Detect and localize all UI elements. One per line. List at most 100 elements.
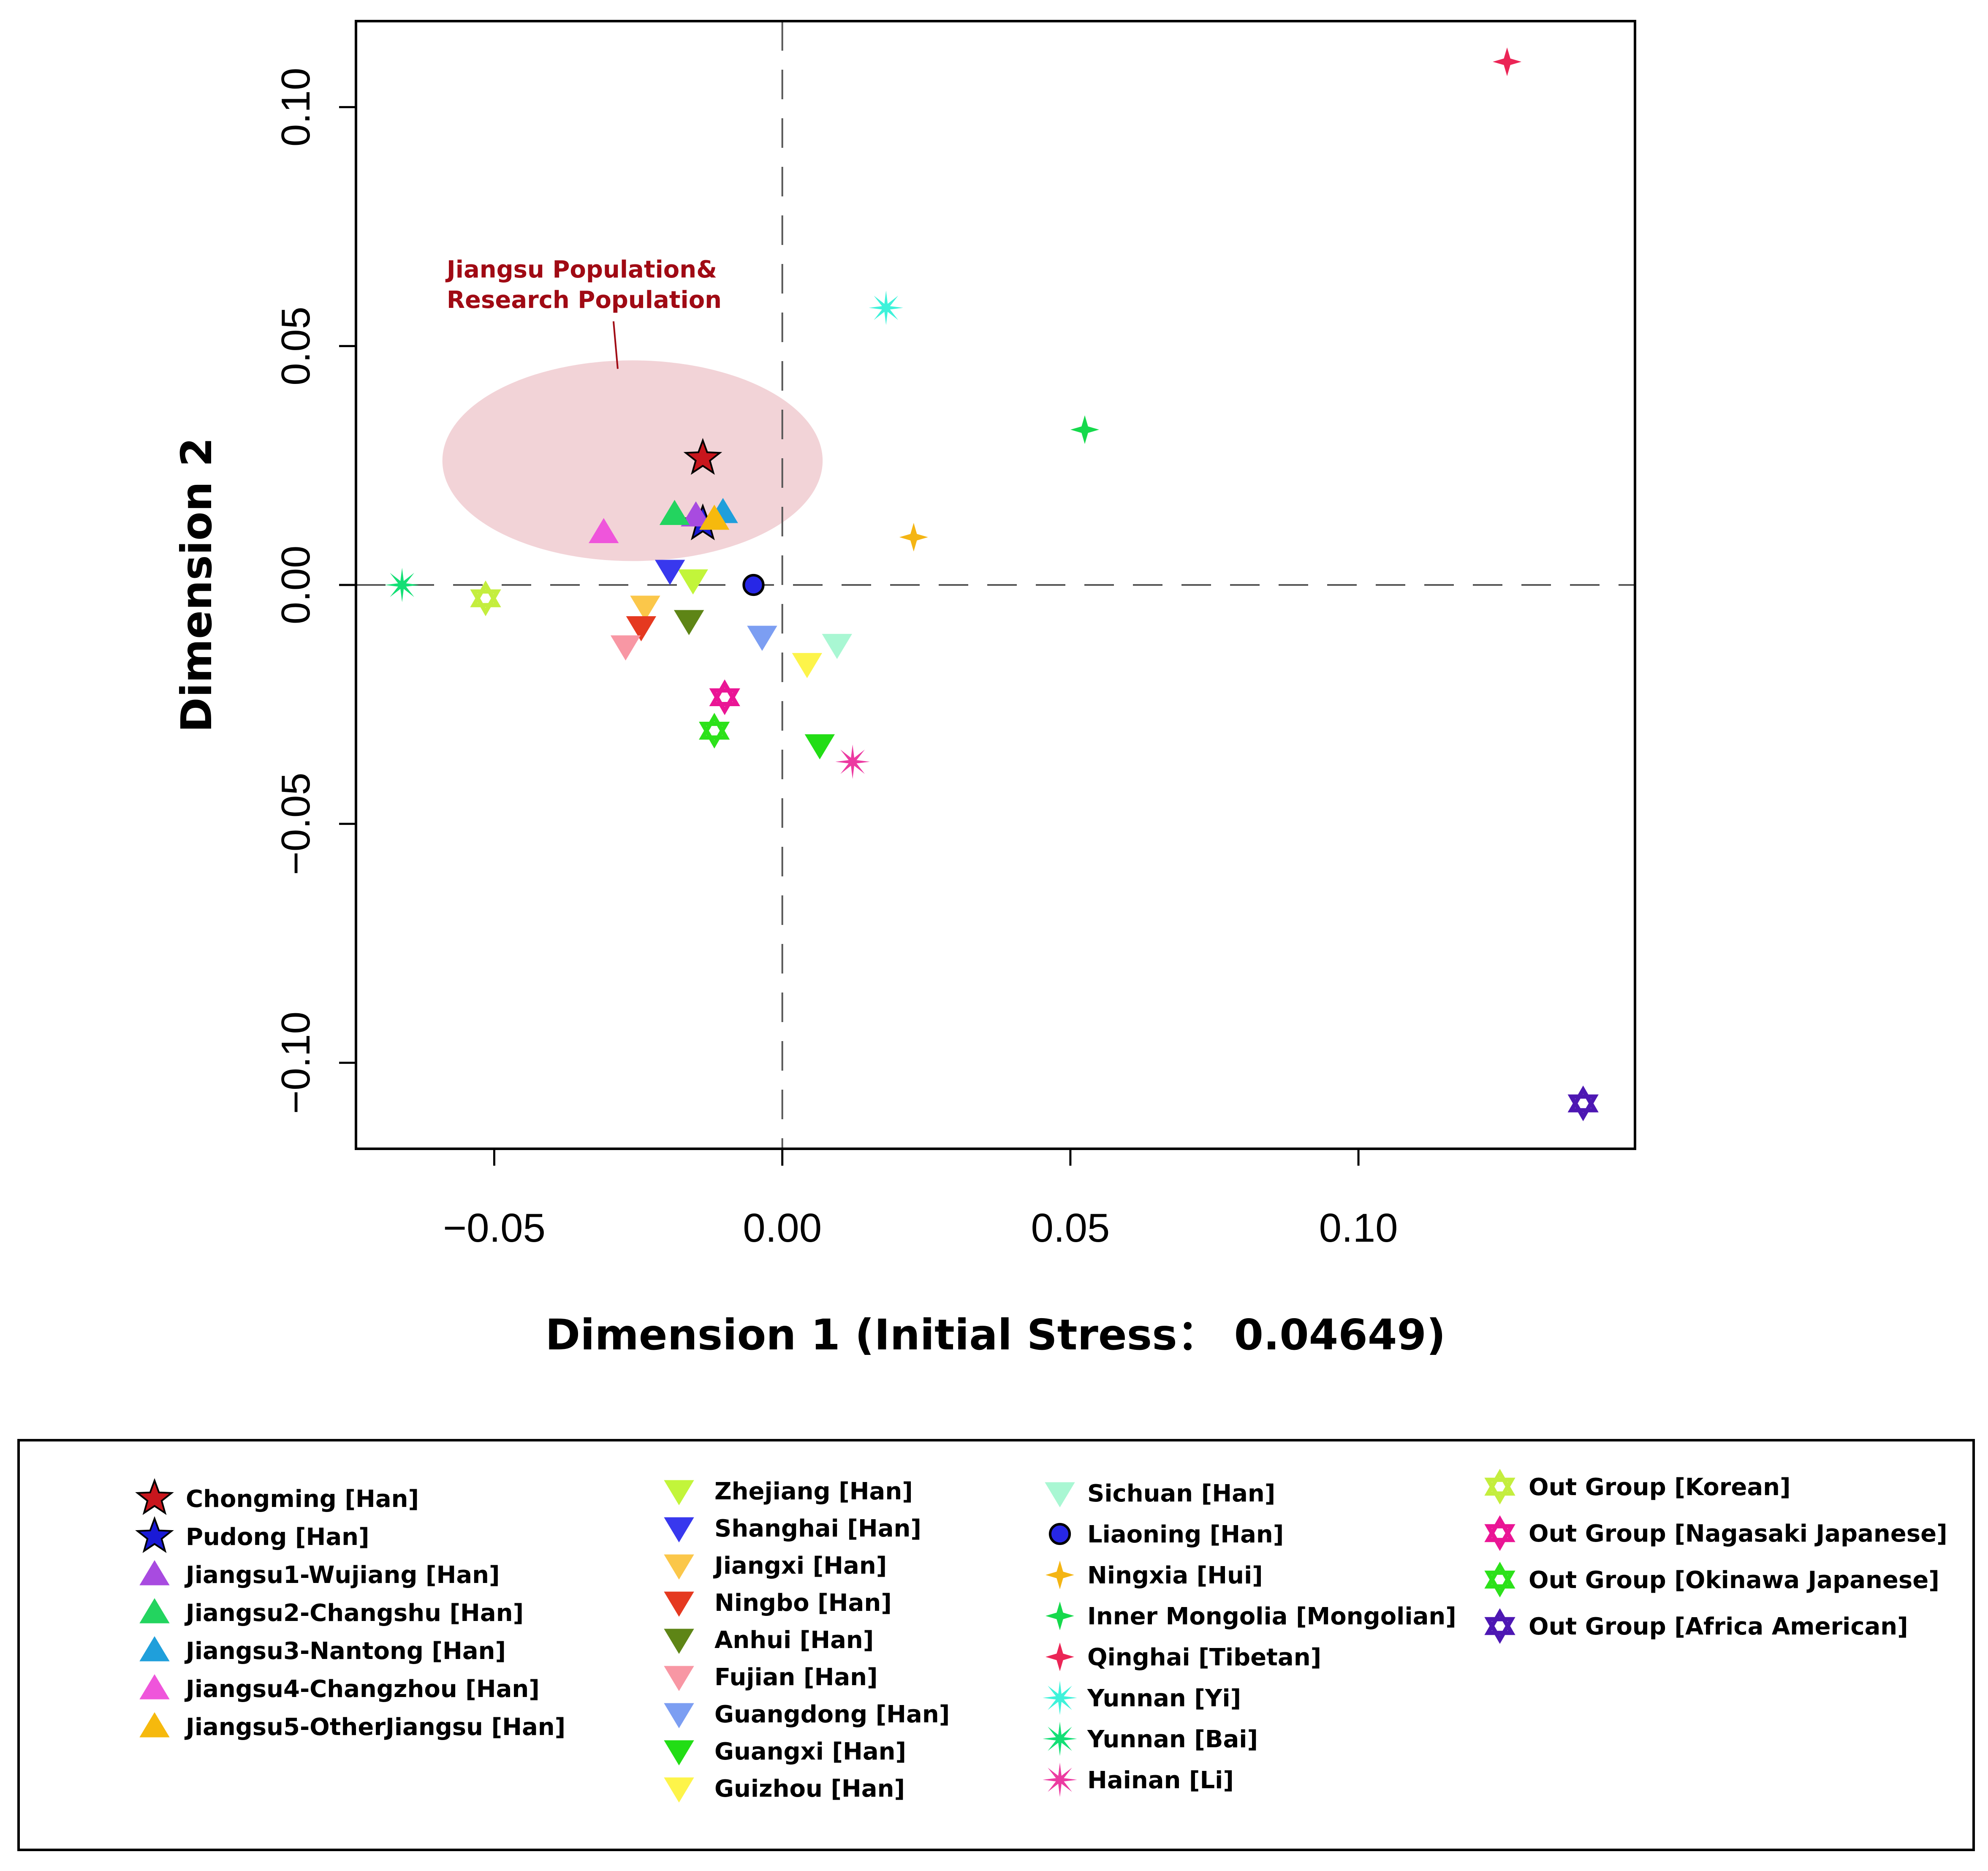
data-points xyxy=(385,47,1599,1121)
legend-label: Jiangsu5-OtherJiangsu [Han] xyxy=(184,1713,565,1741)
point-out-group-africa-american xyxy=(1567,1085,1599,1121)
point-ningxia-hui xyxy=(899,522,928,552)
point-jiangsu5-otherjiangsu-han xyxy=(699,504,730,530)
point-zhejiang-han xyxy=(678,569,708,595)
legend: Chongming [Han] Pudong [Han] Jiangsu1-Wuji… xyxy=(135,1469,1947,1803)
legend-marker-out-group-okinawa-japanese xyxy=(1484,1561,1515,1598)
point-fujian-han xyxy=(610,635,641,661)
legend-label: Liaoning [Han] xyxy=(1087,1521,1284,1548)
legend-label: Chongming [Han] xyxy=(186,1485,419,1513)
x-tick-label: −0.05 xyxy=(443,1205,546,1251)
legend-marker-fujian-han xyxy=(664,1666,694,1691)
point-chongming-han xyxy=(683,438,722,475)
y-tick-label: 0.10 xyxy=(273,68,318,147)
legend-label: Jiangsu4-Changzhou [Han] xyxy=(184,1675,540,1703)
x-tick-label: 0.10 xyxy=(1319,1205,1398,1251)
y-tick-label: −0.10 xyxy=(273,1012,318,1114)
legend-marker-out-group-nagasaki-japanese xyxy=(1484,1515,1515,1551)
legend-label: Fujian [Han] xyxy=(714,1664,878,1691)
legend-label: Guangdong [Han] xyxy=(714,1701,950,1728)
point-jiangxi-han xyxy=(630,596,660,621)
legend-label: Jiangsu3-Nantong [Han] xyxy=(184,1637,506,1665)
legend-marker-pudong-han xyxy=(135,1516,174,1553)
point-anhui-han xyxy=(674,610,704,635)
point-guizhou-han xyxy=(792,653,823,678)
legend-marker-jiangsu4-changzhou-han xyxy=(139,1674,170,1700)
legend-marker-qinghai-tibetan xyxy=(1046,1643,1074,1671)
legend-marker-chongming-han xyxy=(135,1478,174,1515)
legend-label: Out Group [Korean] xyxy=(1529,1474,1791,1501)
legend-marker-inner-mongolia-mongolian xyxy=(1046,1602,1074,1630)
legend-label: Jiangxi [Han] xyxy=(713,1552,887,1580)
legend-label: Jiangsu1-Wujiang [Han] xyxy=(184,1561,500,1589)
legend-marker-liaoning-han xyxy=(1048,1523,1071,1545)
legend-box xyxy=(17,1439,1975,1851)
point-sichuan-han xyxy=(822,634,852,659)
point-jiangsu1-wujiang-han xyxy=(681,501,711,527)
point-out-group-korean xyxy=(470,580,501,617)
point-guangxi-han xyxy=(804,734,835,760)
point-shanghai-han xyxy=(655,560,685,585)
legend-marker-zhejiang-han xyxy=(664,1480,694,1505)
point-qinghai-tibetan xyxy=(1493,47,1522,76)
legend-marker-jiangxi-han xyxy=(664,1554,694,1580)
legend-marker-yunnan-bai xyxy=(1043,1721,1077,1756)
legend-marker-guangdong-han xyxy=(664,1703,694,1728)
legend-marker-yunnan-yi xyxy=(1043,1681,1077,1715)
legend-label: Inner Mongolia [Mongolian] xyxy=(1087,1603,1456,1630)
point-out-group-okinawa-japanese xyxy=(699,713,730,749)
point-jiangsu4-changzhou-han xyxy=(588,518,619,544)
legend-marker-guizhou-han xyxy=(664,1777,694,1803)
point-inner-mongolia-mongolian xyxy=(1070,415,1099,444)
annotation-label-line-2: Research Population xyxy=(447,286,722,314)
legend-label: Out Group [Nagasaki Japanese] xyxy=(1529,1520,1947,1547)
x-tick-label: 0.00 xyxy=(743,1205,822,1251)
point-liaoning-han xyxy=(742,574,765,596)
legend-marker-anhui-han xyxy=(664,1629,694,1654)
x-axis-title: Dimension 1 (Initial Stress： 0.04649) xyxy=(545,1310,1445,1360)
point-guangdong-han xyxy=(747,625,777,651)
legend-marker-jiangsu5-otherjiangsu-han xyxy=(139,1712,170,1738)
legend-label: Sichuan [Han] xyxy=(1087,1480,1275,1507)
legend-marker-ningxia-hui xyxy=(1046,1561,1074,1589)
y-tick-label: 0.05 xyxy=(273,307,318,386)
legend-marker-out-group-africa-american xyxy=(1484,1608,1515,1644)
point-jiangsu2-changshu-han xyxy=(659,500,690,525)
point-yunnan-bai xyxy=(385,568,419,602)
y-tick-label: −0.05 xyxy=(273,772,318,875)
point-ningbo-han xyxy=(626,616,657,642)
legend-label: Out Group [Okinawa Japanese] xyxy=(1529,1566,1939,1594)
legend-label: Qinghai [Tibetan] xyxy=(1087,1644,1321,1671)
legend-marker-hainan-li xyxy=(1043,1762,1077,1797)
y-axis-title: Dimension 2 xyxy=(172,438,221,733)
legend-label: Zhejiang [Han] xyxy=(714,1478,913,1505)
legend-marker-sichuan-han xyxy=(1045,1482,1075,1507)
point-yunnan-yi xyxy=(869,291,904,325)
y-axis: −0.10 −0.05 0.00 0.05 0.10 xyxy=(273,68,356,1114)
annotation-leader-line xyxy=(612,321,619,369)
legend-marker-jiangsu2-changshu-han xyxy=(139,1598,170,1624)
highlight-ellipse xyxy=(442,360,823,561)
point-out-group-nagasaki-japanese xyxy=(709,679,740,715)
legend-marker-ningbo-han xyxy=(664,1591,694,1617)
y-tick-label: 0.00 xyxy=(273,546,318,625)
legend-label: Yunnan [Yi] xyxy=(1087,1685,1241,1712)
point-hainan-li xyxy=(835,744,870,779)
legend-label: Ningbo [Han] xyxy=(714,1589,892,1617)
annotation-label-line-1: Jiangsu Population& xyxy=(445,256,717,283)
legend-label: Out Group [Africa American] xyxy=(1529,1613,1908,1640)
legend-marker-shanghai-han xyxy=(664,1517,694,1542)
legend-label: Shanghai [Han] xyxy=(714,1515,921,1542)
legend-marker-jiangsu3-nantong-han xyxy=(139,1636,170,1662)
legend-marker-guangxi-han xyxy=(664,1740,694,1765)
legend-label: Anhui [Han] xyxy=(714,1626,874,1654)
legend-label: Yunnan [Bai] xyxy=(1087,1726,1258,1753)
legend-label: Hainan [Li] xyxy=(1087,1767,1234,1794)
x-tick-label: 0.05 xyxy=(1031,1205,1110,1251)
legend-label: Jiangsu2-Changshu [Han] xyxy=(184,1599,524,1627)
legend-label: Pudong [Han] xyxy=(186,1523,369,1551)
legend-label: Guangxi [Han] xyxy=(714,1738,906,1765)
legend-label: Guizhou [Han] xyxy=(714,1775,905,1803)
legend-marker-jiangsu1-wujiang-han xyxy=(139,1560,170,1585)
